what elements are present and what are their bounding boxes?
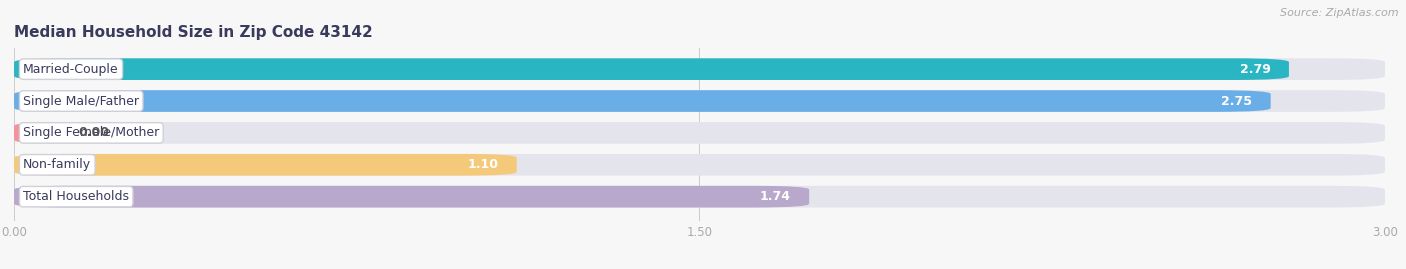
Text: Married-Couple: Married-Couple [22,63,120,76]
Text: 0.00: 0.00 [79,126,110,139]
Text: Median Household Size in Zip Code 43142: Median Household Size in Zip Code 43142 [14,25,373,40]
Text: 1.74: 1.74 [759,190,790,203]
Text: Single Female/Mother: Single Female/Mother [22,126,159,139]
FancyBboxPatch shape [14,122,69,144]
Text: Single Male/Father: Single Male/Father [22,94,139,108]
FancyBboxPatch shape [14,90,1271,112]
Text: Source: ZipAtlas.com: Source: ZipAtlas.com [1281,8,1399,18]
Text: 2.75: 2.75 [1222,94,1253,108]
FancyBboxPatch shape [14,186,1385,207]
FancyBboxPatch shape [14,122,1385,144]
FancyBboxPatch shape [14,58,1289,80]
Text: 2.79: 2.79 [1240,63,1271,76]
FancyBboxPatch shape [14,154,517,176]
Text: Total Households: Total Households [22,190,129,203]
Text: Non-family: Non-family [22,158,91,171]
FancyBboxPatch shape [14,90,1385,112]
FancyBboxPatch shape [14,186,810,207]
Text: 1.10: 1.10 [467,158,499,171]
FancyBboxPatch shape [14,154,1385,176]
FancyBboxPatch shape [14,58,1385,80]
